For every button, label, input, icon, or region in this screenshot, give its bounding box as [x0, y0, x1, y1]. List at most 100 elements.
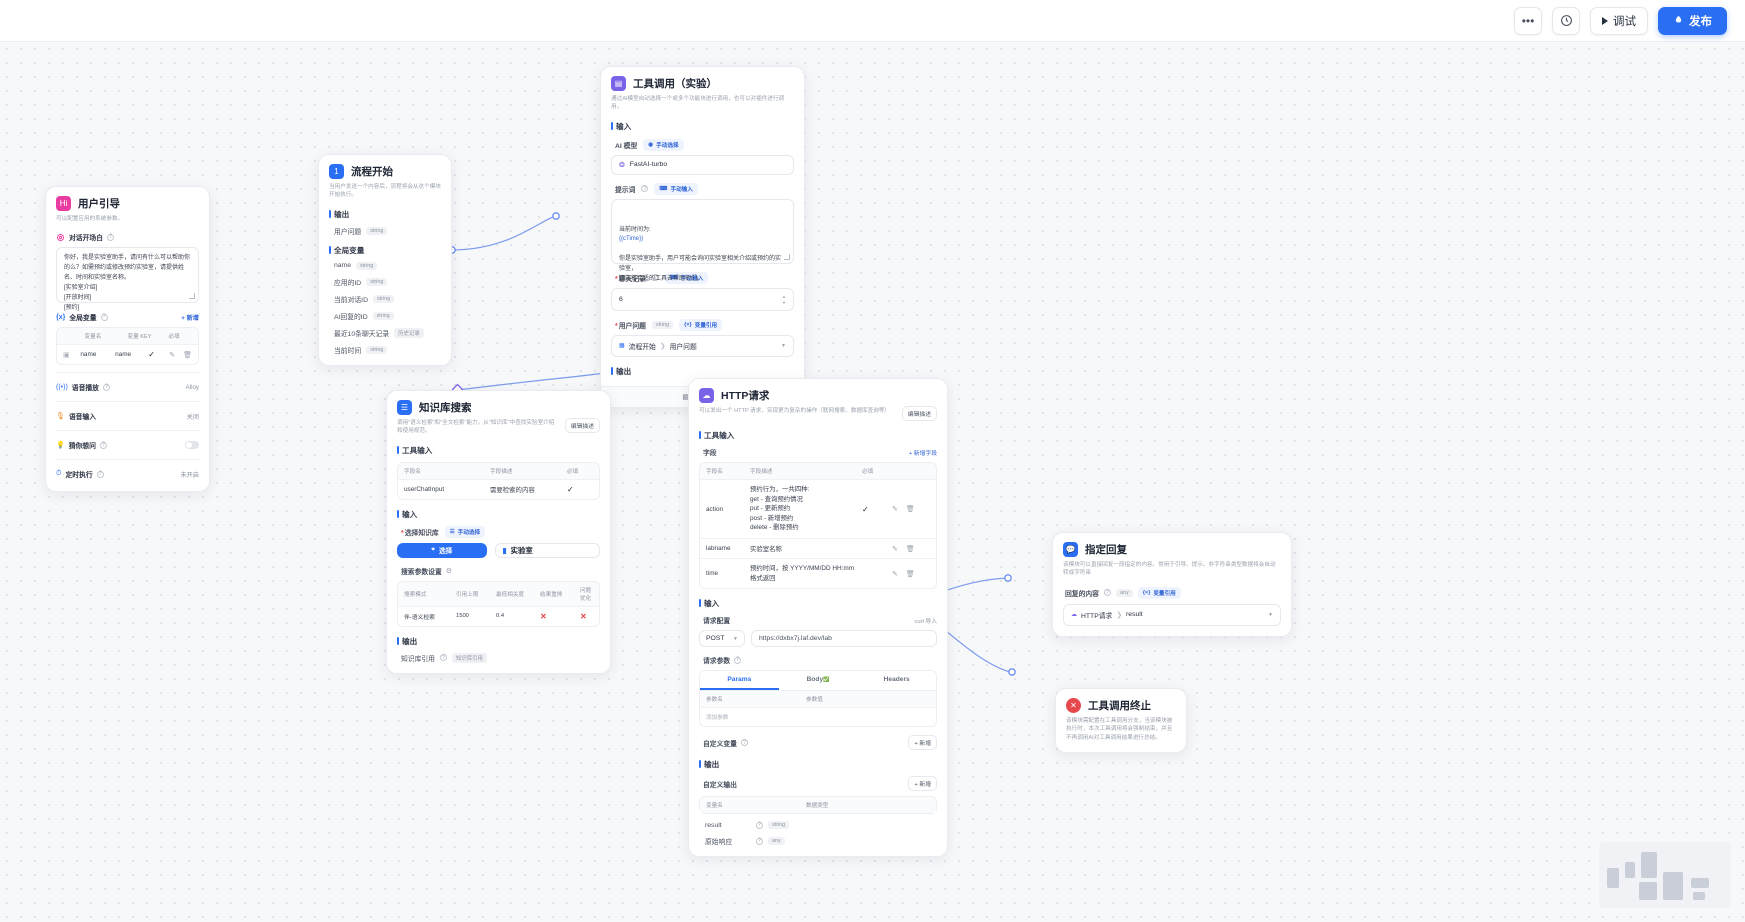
help-icon[interactable]: ? [100, 313, 108, 321]
var-type: string [356, 261, 378, 270]
delete-icon[interactable]: 🗑 [905, 570, 915, 578]
node-title: 流程开始 [351, 166, 393, 178]
method-value: POST [706, 635, 725, 643]
question-guide-label: 猜你想问 [68, 443, 96, 451]
help-icon[interactable]: ? [756, 837, 763, 845]
add-custom-var-button[interactable]: + 新增 [908, 735, 937, 751]
tab-body[interactable]: Body✅ [779, 671, 858, 690]
add-variable-button[interactable]: + 新增 [181, 314, 199, 322]
model-label: AI 模型 [615, 142, 638, 150]
table-row[interactable]: ▣ name name ✓ ✎ 🗑 [57, 344, 198, 365]
table-row[interactable]: labname 实验室名称 ✎ 🗑 [700, 538, 936, 559]
output-row: 用户问题 string [329, 226, 441, 236]
help-icon[interactable]: ? [734, 656, 742, 664]
prompt-textarea[interactable]: 当前时间为: {{cTime}} 你是实验室助手，用户可能会询问实验室相关介绍或… [611, 198, 794, 282]
node-header: 1 流程开始 [329, 164, 441, 179]
table-row[interactable]: action 预约行为，一共四种: get - 查询预约情况 put - 更新预… [700, 479, 936, 539]
model-mode-pill[interactable]: ◉ 手动选择 [643, 138, 684, 151]
voice-input-row[interactable]: 🎙 语音输入 关闭 [56, 409, 199, 423]
workflow-canvas[interactable]: Hi 用户引导 可以配置应用的系统参数。 对话开场白 ? 你好，我是实验室助手，… [0, 42, 1745, 922]
edit-icon[interactable]: ✎ [892, 570, 898, 578]
history-mode-pill[interactable]: ⌨ 手动输入 [664, 271, 709, 284]
opening-textarea[interactable]: 你好，我是实验室助手，请问有什么可以帮助你的么？如需预约或修改预约实验室，请提供… [56, 247, 199, 311]
delete-icon[interactable]: 🗑 [183, 351, 193, 359]
tool-input-table: 字段名 字段描述 必填 userChatInput 需要检索的内容 ✓ [397, 461, 600, 500]
node-kb-search[interactable]: ☰ 知识库搜索 调用"语义检索"和"全文检索"能力，从"知识库"中查找实验室介绍… [386, 390, 611, 674]
help-icon[interactable]: ? [439, 654, 447, 662]
chevron-down-icon[interactable]: ▼ [1268, 611, 1273, 618]
node-user-guide[interactable]: Hi 用户引导 可以配置应用的系统参数。 对话开场白 ? 你好，我是实验室助手，… [45, 186, 210, 493]
output-field-type: 知识库引用 [451, 652, 487, 663]
chevron-down-icon[interactable]: ▼ [781, 342, 786, 349]
delete-icon[interactable]: 🗑 [905, 545, 915, 553]
col-rerank: 结果重排 [540, 591, 563, 598]
publish-button[interactable]: 发布 [1658, 6, 1727, 35]
kb-chip[interactable]: ▮ 实验室 [494, 542, 600, 558]
add-field-button[interactable]: + 新增字段 [908, 450, 937, 457]
table-row[interactable]: userChatInput 需要检索的内容 ✓ [398, 478, 599, 499]
add-custom-output-button[interactable]: + 新增 [908, 776, 937, 792]
output-label: 输出 [397, 636, 600, 647]
debug-button[interactable]: 调试 [1590, 6, 1648, 35]
help-icon[interactable]: ? [651, 274, 659, 282]
help-icon[interactable]: ? [1103, 589, 1111, 597]
select-kb-pill[interactable]: ☰ 手动选择 [444, 525, 486, 538]
model-select[interactable]: ❂ FastAI-turbo [611, 154, 794, 175]
content-mode-pill[interactable]: {×} 变量引用 [1137, 586, 1181, 599]
http-method-select[interactable]: POST ▼ [699, 630, 745, 648]
edit-description-button[interactable]: 编辑描述 [901, 406, 937, 421]
edit-icon[interactable]: ✎ [892, 545, 898, 553]
curl-import-button[interactable]: curl 导入 [914, 618, 937, 625]
select-kb-button[interactable]: ⌖ 选择 [397, 542, 487, 558]
question-guide-row[interactable]: 💡 猜你想问 ? [56, 438, 199, 452]
content-variable-select[interactable]: ☁ HTTP请求 ❯ result ▼ [1063, 603, 1281, 626]
node-http-request[interactable]: ☁ HTTP请求 可以发出一个 HTTP 请求，实现更为复杂的操作（联网搜索、数… [688, 378, 948, 858]
cell-field-desc: 需要检索的内容 [490, 486, 535, 494]
add-param-row[interactable]: 添加参数 [700, 707, 936, 727]
output-section: 输出 用户问题 string [329, 209, 441, 236]
tab-params[interactable]: Params [700, 671, 779, 691]
help-icon[interactable]: ? [756, 821, 763, 829]
fields-label: 字段 [703, 450, 717, 457]
history-number-input[interactable]: 6 ▲ ▼ [611, 287, 794, 311]
table-row: 伴-语义检索 1500 0.4 ✕ ✕ [398, 605, 599, 626]
global-vars-label: 全局变量 [69, 315, 97, 323]
params-header-row: 参数名 参数值 [700, 691, 936, 708]
tab-headers[interactable]: Headers [883, 676, 910, 684]
number-stepper[interactable]: ▲ ▼ [782, 293, 786, 305]
edit-icon[interactable]: ✎ [169, 351, 176, 359]
edit-icon[interactable]: ✎ [892, 506, 898, 514]
node-assign-reply[interactable]: 💬 指定回复 该模块可以直接回复一段指定的内容。常用于引导、提示。非字符串类型数… [1052, 532, 1292, 637]
help-icon[interactable]: ? [96, 470, 104, 478]
cell-field-name: action [706, 505, 724, 513]
prompt-mode-pill[interactable]: ⌨ 手动输入 [654, 182, 698, 195]
speaker-icon: ((•)) [56, 383, 68, 391]
req-config-label: 请求配置 [703, 618, 731, 626]
version-history-button[interactable] [1552, 6, 1580, 35]
voice-play-row[interactable]: ((•)) 语音播放 ? Alloy [56, 380, 199, 394]
delete-icon[interactable]: 🗑 [905, 506, 915, 514]
node-flow-start[interactable]: 1 流程开始 当用户发送一个内容后，流程将会从这个模块开始执行。 输出 用户问题… [318, 154, 452, 366]
prompt-body: 你是实验室助手，用户可能会询问实验室相关介绍或预约的实验室， 请选择合适的工具去… [619, 256, 782, 283]
gear-icon[interactable]: ⚙ [445, 567, 453, 575]
minimap[interactable] [1599, 842, 1731, 908]
edit-description-button[interactable]: 编辑描述 [564, 418, 600, 433]
help-icon[interactable]: ? [102, 383, 110, 391]
list-item: name string [334, 261, 441, 270]
kb-select-controls: ⌖ 选择 ▮ 实验室 [397, 542, 600, 558]
help-icon[interactable]: ? [641, 185, 649, 193]
table-row[interactable]: time 预约时间，按 YYYY/MM/DD HH:mm 格式返回 ✎ 🗑 [700, 558, 936, 589]
question-guide-toggle[interactable] [185, 441, 199, 450]
url-input[interactable]: https://dxbx7j.laf.dev/lab [751, 630, 937, 648]
more-options-button[interactable]: ••• [1514, 6, 1542, 35]
help-icon[interactable]: ? [740, 739, 748, 747]
node-tool-stop[interactable]: ✕ 工具调用终止 该模块需配置在工具调用分支，当该模块被执行时，本次工具调用将会… [1055, 688, 1187, 754]
question-mode-pill[interactable]: {×} 变量引用 [679, 318, 723, 331]
help-icon[interactable]: ? [106, 233, 114, 241]
scheduled-row[interactable]: ⏱ 定时执行 ? 未开启 [56, 467, 199, 481]
question-variable-select[interactable]: ▦ 流程开始 ❯ 用户问题 ▼ [611, 334, 794, 357]
keyboard-icon: ⌨ [659, 185, 668, 192]
drag-handle-icon[interactable]: ▣ [63, 351, 70, 359]
help-icon[interactable]: ? [99, 441, 107, 449]
node-tool-call[interactable]: ▤ 工具调用（实验） 通过AI模型自动选择一个或多个功能块进行调用，也可以对插件… [600, 66, 805, 408]
